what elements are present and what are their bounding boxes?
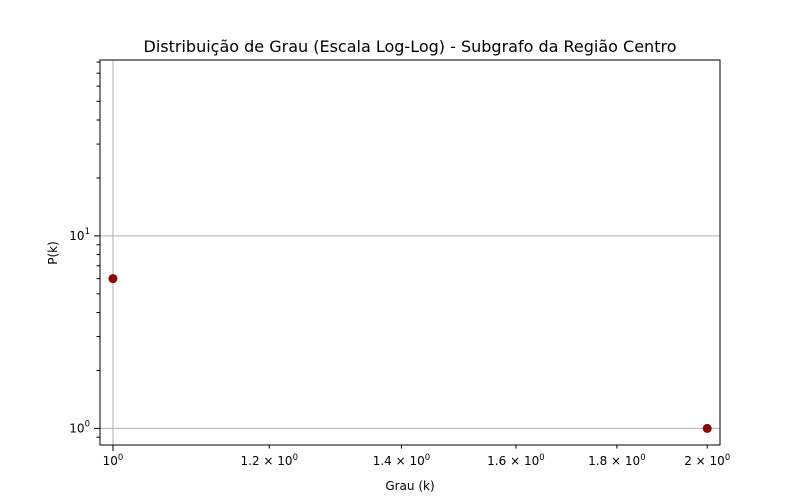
chart-title: Distribuição de Grau (Escala Log-Log) - … — [144, 37, 677, 56]
x-tick-label: 1.4 × 100 — [373, 453, 430, 468]
x-tick-label: 100 — [103, 453, 124, 468]
plot-area-frame — [99, 59, 721, 446]
data-point — [702, 423, 712, 433]
major-ticks: 100 1.2 × 100 1.4 × 100 1.6 × 100 1.8 × 100 2… — [69, 227, 730, 468]
grid-layer — [100, 60, 720, 445]
x-tick-label: 2 × 100 — [684, 453, 730, 468]
y-tick-label: 100 — [69, 419, 90, 435]
x-axis-label: Grau (k) — [385, 479, 434, 493]
y-axis-label: P(k) — [46, 241, 60, 265]
data-point — [108, 274, 118, 284]
x-tick-label: 1.6 × 100 — [487, 453, 544, 468]
y-tick-label: 101 — [69, 227, 90, 243]
data-points — [108, 274, 712, 433]
minor-ticks — [96, 61, 100, 438]
x-tick-label: 1.8 × 100 — [588, 453, 645, 468]
x-tick-label: 1.2 × 100 — [241, 453, 298, 468]
